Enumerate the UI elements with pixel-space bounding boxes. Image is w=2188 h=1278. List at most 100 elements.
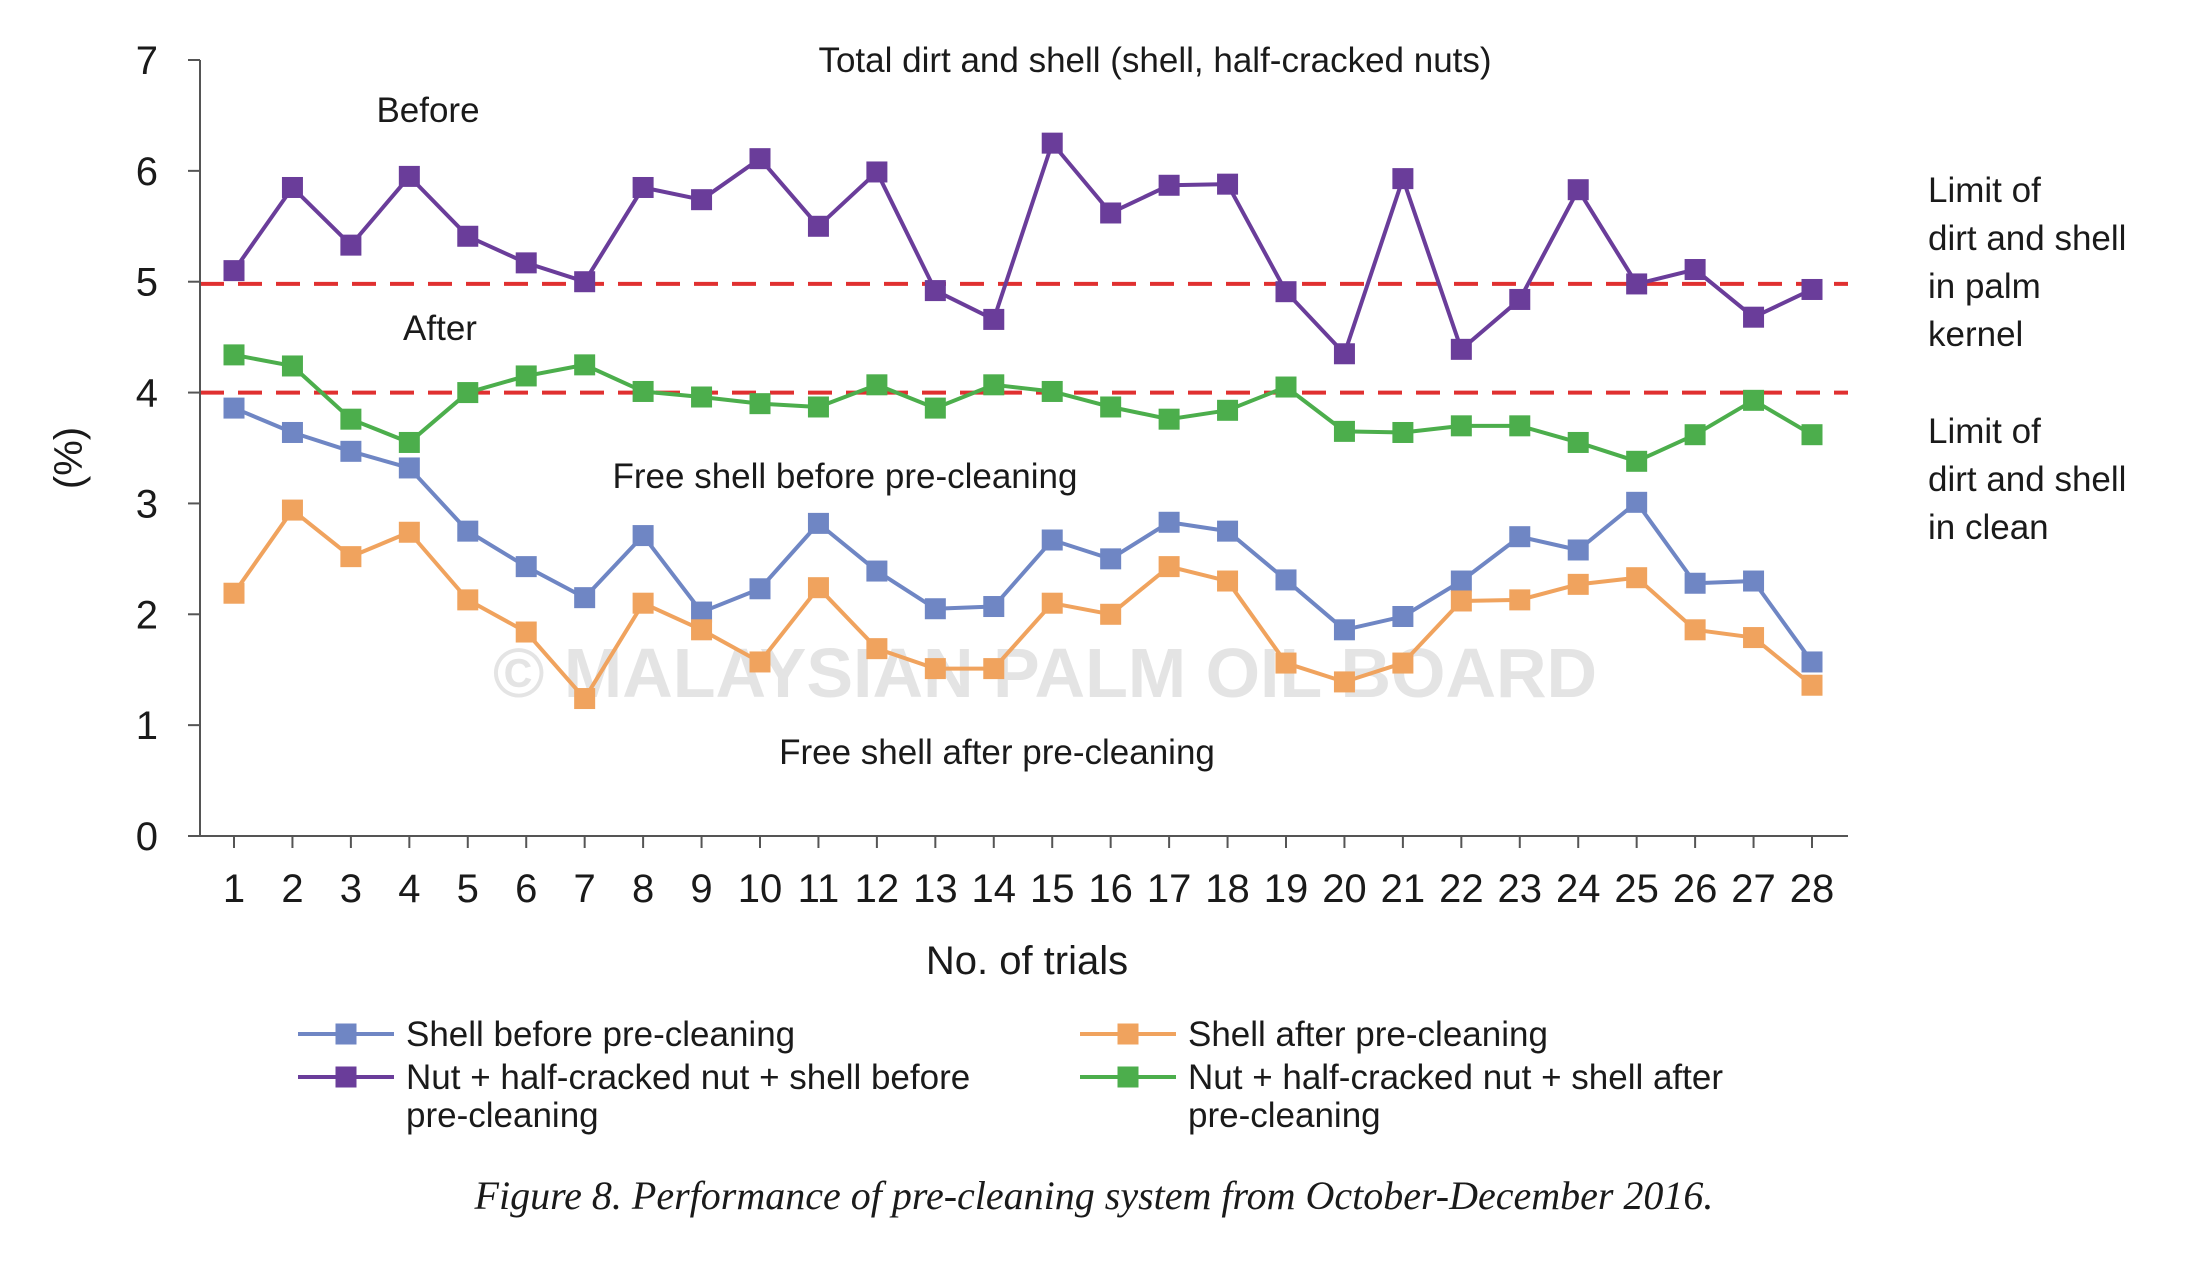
data-point xyxy=(691,386,713,408)
x-tick-label: 7 xyxy=(574,867,596,911)
data-point xyxy=(1801,424,1823,446)
limit-label-kernel-line: in palm xyxy=(1928,267,2041,306)
data-point xyxy=(749,148,771,170)
data-point xyxy=(1684,619,1706,641)
data-point xyxy=(1509,288,1531,310)
data-point xyxy=(281,176,303,198)
data-point xyxy=(749,578,771,600)
data-point xyxy=(1158,174,1180,196)
x-tick-label: 27 xyxy=(1731,867,1776,911)
x-tick-label: 9 xyxy=(690,867,712,911)
data-point xyxy=(1392,421,1414,443)
data-point xyxy=(574,587,596,609)
data-point xyxy=(983,374,1005,396)
data-point xyxy=(398,431,420,453)
data-point xyxy=(1509,526,1531,548)
x-tick-label: 15 xyxy=(1030,867,1075,911)
data-point xyxy=(749,651,771,673)
data-point xyxy=(866,560,888,582)
legend-label: pre-cleaning xyxy=(1188,1096,1381,1135)
data-point xyxy=(1567,573,1589,595)
data-point xyxy=(457,520,479,542)
data-point xyxy=(223,344,245,366)
data-point xyxy=(1158,408,1180,430)
x-tick-label: 20 xyxy=(1322,867,1367,911)
data-point xyxy=(574,688,596,710)
limit-label-clean-line: Limit of xyxy=(1928,412,2041,451)
data-point xyxy=(340,546,362,568)
data-point xyxy=(632,592,654,614)
data-point xyxy=(1567,539,1589,561)
x-tick-label: 21 xyxy=(1381,867,1426,911)
data-point xyxy=(1333,671,1355,693)
data-point xyxy=(223,582,245,604)
data-point xyxy=(1626,450,1648,472)
y-tick-label: 7 xyxy=(136,39,158,83)
data-point xyxy=(1041,529,1063,551)
data-point xyxy=(457,225,479,247)
x-tick-label: 2 xyxy=(281,867,303,911)
data-point xyxy=(1684,259,1706,281)
data-point xyxy=(1100,202,1122,224)
data-point xyxy=(1509,415,1531,437)
annotation-free-shell-before: Free shell before pre-cleaning xyxy=(613,457,1078,496)
x-tick-label: 26 xyxy=(1673,867,1718,911)
x-tick-label: 16 xyxy=(1088,867,1133,911)
data-point xyxy=(1333,619,1355,641)
data-point xyxy=(1450,338,1472,360)
y-tick-label: 3 xyxy=(136,482,158,526)
series-1 xyxy=(223,397,1823,673)
annotation-free-shell-after: Free shell after pre-cleaning xyxy=(779,733,1215,772)
data-point xyxy=(1801,674,1823,696)
x-tick-label: 5 xyxy=(457,867,479,911)
data-point xyxy=(1100,548,1122,570)
data-point xyxy=(1217,399,1239,421)
data-point xyxy=(866,374,888,396)
data-point xyxy=(457,589,479,611)
figure-caption: Figure 8. Performance of pre-cleaning sy… xyxy=(474,1173,1714,1218)
data-point xyxy=(632,380,654,402)
data-point xyxy=(983,308,1005,330)
x-tick-label: 4 xyxy=(398,867,420,911)
data-point xyxy=(1333,343,1355,365)
data-point xyxy=(1801,651,1823,673)
x-tick-label: 19 xyxy=(1264,867,1309,911)
data-point xyxy=(457,382,479,404)
data-point xyxy=(1509,589,1531,611)
data-point xyxy=(1392,168,1414,190)
data-point xyxy=(1217,173,1239,195)
data-point xyxy=(1626,567,1648,589)
annotation-before: Before xyxy=(376,91,479,130)
data-point xyxy=(1275,281,1297,303)
y-tick-label: 2 xyxy=(136,593,158,637)
x-tick-label: 12 xyxy=(855,867,900,911)
data-point xyxy=(866,161,888,183)
limit-label-kernel-line: dirt and shell xyxy=(1928,219,2126,258)
data-point xyxy=(1450,590,1472,612)
data-point xyxy=(1041,132,1063,154)
data-point xyxy=(691,189,713,211)
x-tick-label: 25 xyxy=(1614,867,1659,911)
data-point xyxy=(398,521,420,543)
data-point xyxy=(1217,520,1239,542)
data-point xyxy=(1041,592,1063,614)
data-point xyxy=(1392,652,1414,674)
data-point xyxy=(1392,606,1414,628)
data-point xyxy=(807,577,829,599)
series-4 xyxy=(223,344,1823,472)
data-point xyxy=(1743,570,1765,592)
data-point xyxy=(398,457,420,479)
data-point xyxy=(1158,511,1180,533)
data-point xyxy=(281,355,303,377)
data-point xyxy=(1626,273,1648,295)
data-point xyxy=(1333,420,1355,442)
y-tick-label: 6 xyxy=(136,150,158,194)
data-point xyxy=(807,215,829,237)
data-point xyxy=(1100,396,1122,418)
data-point xyxy=(1158,556,1180,578)
legend-label: Nut + half-cracked nut + shell after xyxy=(1188,1058,1723,1097)
data-point xyxy=(983,658,1005,680)
x-tick-label: 10 xyxy=(738,867,783,911)
legend: Shell before pre-cleaning Shell after pre… xyxy=(298,1015,1723,1135)
